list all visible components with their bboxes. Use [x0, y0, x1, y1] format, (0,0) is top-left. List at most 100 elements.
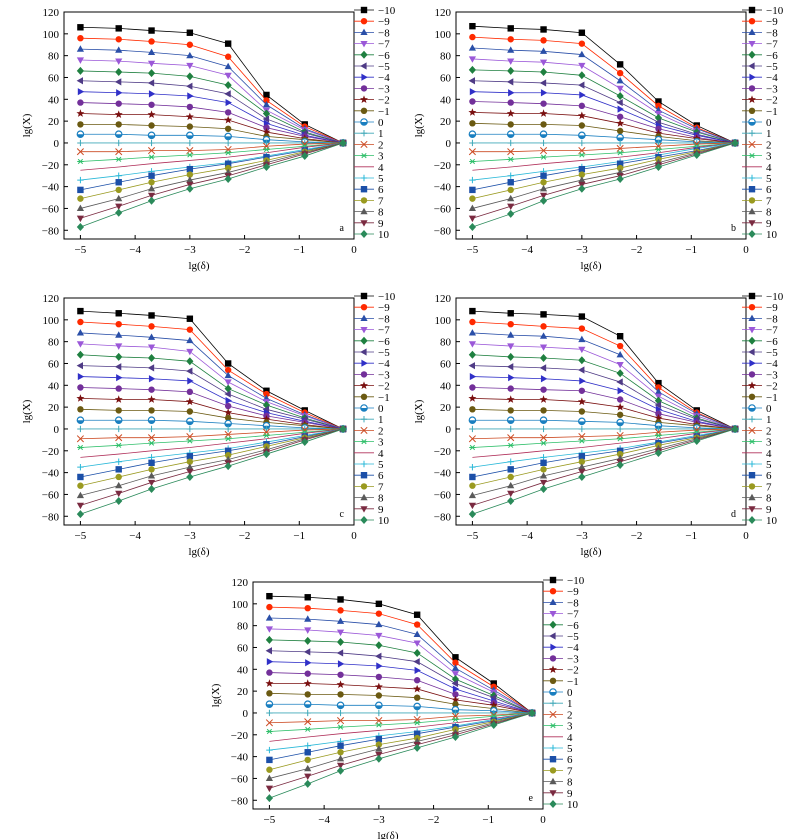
data-point--5: [114, 78, 122, 86]
y-tick-label: 20: [237, 686, 249, 698]
series-line-4: [472, 142, 736, 171]
y-tick-label: 40: [237, 664, 249, 676]
y-tick-label: 20: [48, 116, 60, 128]
data-point-6: [186, 453, 194, 460]
series-line--7: [80, 59, 344, 144]
data-point-10: [654, 162, 663, 171]
data-point--5: [413, 658, 420, 666]
data-point-7: [266, 766, 273, 773]
data-point--10: [578, 313, 586, 320]
legend-label: 0: [567, 687, 573, 699]
data-point-1: [413, 709, 421, 717]
legend-label: 7: [378, 481, 384, 493]
data-point--5: [224, 90, 231, 98]
series-line--4: [472, 91, 736, 144]
data-point-10: [468, 510, 477, 519]
x-axis-label: lg(δ): [188, 260, 209, 272]
legend-label: 1: [567, 698, 573, 710]
series-line--3: [472, 387, 736, 430]
series-line--1: [269, 692, 533, 714]
data-point--7: [115, 343, 123, 350]
data-point--4: [148, 375, 156, 383]
data-point--7: [147, 60, 156, 68]
data-point-10: [578, 184, 586, 193]
data-point--8: [654, 388, 663, 395]
data-point--1: [224, 125, 232, 132]
y-axis-label: lg(X): [210, 683, 222, 707]
data-point--7: [507, 343, 515, 350]
legend-label: 10: [766, 515, 778, 527]
data-point-10: [262, 450, 271, 459]
series-line-0: [80, 419, 344, 430]
legend-marker: [360, 130, 368, 137]
data-point-7: [186, 458, 194, 465]
data-point--1: [148, 122, 155, 129]
data-point--4: [579, 377, 586, 385]
data-point-7: [578, 171, 586, 178]
legend-marker: [748, 140, 756, 148]
legend-marker: [360, 439, 368, 445]
data-point-5: [507, 458, 514, 465]
data-point-5: [77, 176, 84, 184]
data-point--9: [304, 604, 311, 612]
series-line--6: [80, 354, 344, 430]
legend-marker: [748, 186, 756, 193]
data-point--6: [265, 635, 274, 644]
data-point-7: [469, 482, 476, 489]
data-point--4: [148, 90, 156, 98]
data-point--9: [266, 603, 273, 611]
data-point-5: [507, 172, 514, 179]
data-point--2: [506, 109, 515, 117]
legend-marker: [549, 777, 557, 785]
series-line-5: [80, 428, 344, 468]
data-point-10: [693, 436, 701, 445]
data-point-7: [186, 171, 194, 178]
x-tick-label: −5: [264, 814, 276, 826]
data-point--4: [617, 105, 624, 113]
data-point--2: [76, 109, 85, 117]
legend-marker: [360, 95, 368, 103]
data-point-6: [413, 730, 421, 737]
legend-label: 7: [378, 195, 384, 207]
chart-panel-b: −5 −4 −3 −2 −1 0−80−60−40−20020406080100120lg…: [413, 5, 784, 272]
data-point--3: [77, 384, 84, 391]
data-point-3: [186, 152, 194, 158]
data-point--1: [186, 408, 194, 415]
legend-label: 3: [766, 151, 772, 163]
data-point--10: [578, 29, 586, 36]
series-line-2: [269, 712, 533, 724]
data-point-3: [77, 158, 84, 165]
legend-label: −5: [378, 347, 390, 359]
data-point-9: [539, 479, 548, 487]
x-tick-label: −2: [631, 244, 643, 256]
legend-label: 6: [378, 184, 384, 196]
legend-label: 1: [378, 414, 384, 426]
legend-label: −7: [567, 609, 579, 621]
data-point-0-half: [148, 420, 155, 424]
data-point-6: [224, 160, 232, 167]
data-point--2: [577, 111, 586, 120]
data-point--2: [654, 128, 663, 137]
series-line--7: [80, 343, 344, 430]
chart-panel-d: −5 −4 −3 −2 −1 0−80−60−40−20020406080100120lg…: [413, 291, 784, 558]
data-point-8: [76, 204, 85, 212]
data-point--5: [262, 115, 270, 123]
data-point--8: [507, 46, 515, 53]
legend-marker: [749, 73, 756, 81]
data-point--4: [376, 662, 383, 670]
data-point--7: [616, 361, 624, 369]
data-point-6: [115, 179, 122, 186]
legend-marker: [749, 359, 756, 367]
series-line-0: [472, 133, 736, 144]
legend-marker: [748, 516, 756, 524]
data-point--5: [303, 648, 311, 656]
legend-marker: [360, 85, 368, 92]
x-tick-label: −2: [428, 814, 440, 826]
data-point--9: [507, 36, 514, 43]
data-point-10: [731, 424, 739, 433]
data-point--3: [266, 669, 273, 676]
series-line--8: [269, 617, 533, 714]
data-point-0-half: [115, 134, 122, 138]
y-tick-label: −80: [231, 795, 249, 807]
data-point--7: [578, 62, 586, 70]
